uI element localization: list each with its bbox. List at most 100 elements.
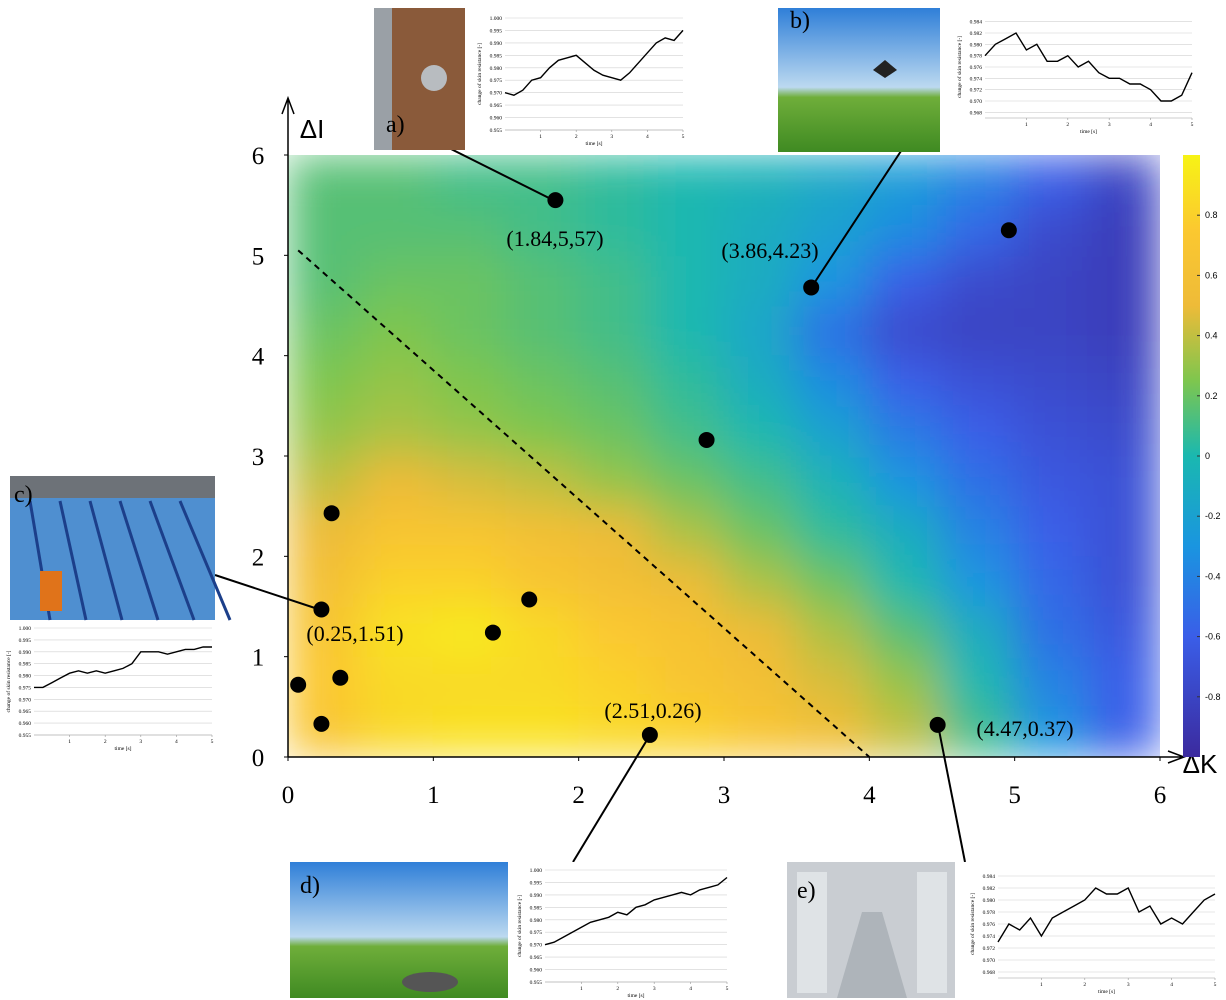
heat-cell (578, 305, 652, 356)
heat-cell (1087, 405, 1161, 456)
y-tick-label: 0.970 (490, 91, 503, 97)
heat-cell (433, 155, 507, 206)
heat-cell (360, 405, 434, 456)
y-tick-label: 0.978 (983, 910, 996, 916)
y-tick-label: 0.970 (970, 99, 983, 105)
y-tick-label: 0.980 (19, 674, 32, 680)
y-tick-label: 0.968 (970, 110, 983, 116)
x-tick-label: 2 (616, 986, 619, 992)
heat-cell (433, 656, 507, 707)
inset-background (8, 622, 215, 757)
x-tick-label: 3 (653, 986, 656, 992)
heat-cell (651, 205, 725, 256)
y-tick-label: 0.965 (490, 103, 503, 109)
x-tick-label: 3 (1127, 982, 1130, 988)
data-point (521, 591, 537, 607)
y-tick-label: 0.985 (19, 662, 32, 668)
photo-detail (421, 65, 447, 91)
panel-label: c) (14, 482, 33, 508)
y-tick-label: 0.982 (983, 886, 996, 892)
heat-cell (1014, 305, 1088, 356)
y-axis-label: ΔI (300, 114, 325, 144)
colorbar-tick-label: 0 (1205, 451, 1210, 461)
y-tick-label: 0.984 (970, 20, 983, 26)
y-tick-label: 0.970 (19, 697, 32, 703)
x-tick-label: 1 (427, 782, 440, 809)
y-tick-label: 0.970 (530, 943, 543, 949)
x-tick-label: 3 (1108, 122, 1111, 128)
x-axis-label: time [s] (586, 141, 603, 147)
heat-cell (1014, 255, 1088, 306)
y-tick-label: 0.984 (983, 874, 996, 880)
photo-detail (10, 476, 215, 498)
y-tick-label: 2 (252, 544, 265, 571)
heat-cell (724, 456, 798, 507)
heat-cell (796, 355, 870, 406)
heat-cell (942, 506, 1016, 557)
data-point (1001, 222, 1017, 238)
heat-cell (360, 205, 434, 256)
heat-cell (724, 656, 798, 707)
heat-cell (942, 606, 1016, 657)
x-tick-label: 2 (1083, 982, 1086, 988)
data-point (290, 677, 306, 693)
x-tick-label: 5 (1191, 122, 1194, 128)
y-tick-label: 0.980 (490, 66, 503, 72)
y-axis-label: change of skin resistance [-] (476, 43, 483, 105)
x-axis-label: time [s] (628, 993, 645, 999)
heat-cell (1087, 305, 1161, 356)
y-tick-label: 0.990 (19, 650, 32, 656)
x-tick-label: 6 (1154, 782, 1167, 809)
y-tick-label: 0.965 (530, 955, 543, 961)
heat-cell (651, 355, 725, 406)
heat-cell (506, 656, 580, 707)
y-tick-label: 0.965 (19, 709, 32, 715)
heat-cell (1014, 606, 1088, 657)
panel-label: a) (386, 112, 405, 138)
colorbar-tick-label: -0.4 (1205, 571, 1221, 581)
data-point (313, 602, 329, 618)
panel-label: e) (797, 878, 816, 904)
heat-cell (796, 155, 870, 206)
data-point (699, 432, 715, 448)
x-tick-label: 2 (575, 134, 578, 140)
x-tick-label: 4 (1149, 122, 1152, 128)
y-tick-label: 0.976 (983, 922, 996, 928)
heat-cell (288, 155, 362, 206)
x-tick-label: 2 (1066, 122, 1069, 128)
heat-cell (1014, 506, 1088, 557)
annotation: (1.84,5,57) (506, 226, 603, 251)
heat-cell (578, 606, 652, 657)
y-tick-label: 0.985 (490, 53, 503, 59)
heat-cell (796, 656, 870, 707)
y-axis-label: change of skin resistance [-] (969, 893, 976, 955)
y-tick-label: 0.995 (19, 638, 32, 644)
heat-cell (360, 656, 434, 707)
heat-cell (288, 706, 362, 757)
heat-cell (506, 255, 580, 306)
heat-cell (1087, 656, 1161, 707)
y-tick-label: 0.975 (530, 930, 543, 936)
heat-cell (724, 606, 798, 657)
heat-cell (724, 405, 798, 456)
y-tick-label: 0.960 (490, 116, 503, 122)
heat-cell (506, 305, 580, 356)
annotation: (0.25,1.51) (306, 621, 403, 646)
heat-cell (360, 305, 434, 356)
heat-cell (651, 305, 725, 356)
figure: 01234560123456ΔKΔI-0.8-0.6-0.4-0.200.20.… (0, 0, 1226, 1000)
y-tick-label: 0.974 (983, 934, 996, 940)
heat-cell (506, 606, 580, 657)
colorbar-tick-label: 0.6 (1205, 270, 1218, 280)
colorbar-tick-label: 0.4 (1205, 331, 1218, 341)
heat-cell (360, 706, 434, 757)
heat-cell (869, 506, 943, 557)
y-tick-label: 0.995 (490, 28, 503, 34)
y-tick-label: 0.982 (970, 31, 983, 37)
heat-cell (288, 205, 362, 256)
y-tick-label: 5 (252, 243, 265, 270)
x-tick-label: 2 (572, 782, 585, 809)
heat-cell (1014, 456, 1088, 507)
heat-cell (724, 506, 798, 557)
y-axis-label: change of skin resistance [-] (516, 895, 523, 957)
